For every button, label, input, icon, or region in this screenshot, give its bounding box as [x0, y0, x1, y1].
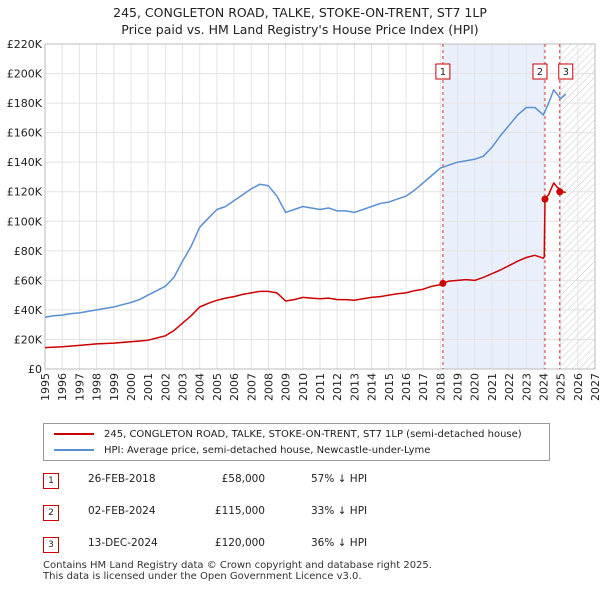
hpi-series-line	[45, 89, 567, 319]
y-tick-label: £40K	[14, 304, 43, 317]
x-tick-label: 2025	[555, 373, 568, 401]
transaction-price: £58,000	[221, 473, 265, 485]
transaction-price: £120,000	[214, 537, 265, 549]
transaction-hpi-diff: 33% ↓ HPI	[311, 505, 368, 517]
transaction-number-badge: 1	[43, 473, 59, 489]
x-tick-label: 2024	[537, 373, 550, 401]
sale-point-1	[439, 279, 447, 287]
y-tick-label: £100K	[7, 215, 43, 228]
transaction-number-badge: 3	[43, 537, 59, 553]
x-tick-label: 2026	[572, 373, 585, 401]
x-tick-label: 2004	[194, 373, 207, 401]
x-tick-label: 2017	[417, 373, 430, 401]
x-tick-label: 2007	[245, 373, 258, 401]
y-tick-label: £160K	[7, 127, 43, 140]
x-tick-label: 2006	[228, 373, 241, 401]
x-tick-label: 2020	[469, 373, 482, 401]
marker-2-box	[532, 63, 548, 80]
x-tick-label: 2009	[280, 373, 293, 401]
x-tick-label: 2022	[503, 373, 516, 401]
x-tick-label: 2014	[366, 373, 379, 401]
transaction-date: 13-DEC-2024	[88, 537, 158, 549]
footer-licence: This data is licensed under the Open Gov…	[43, 571, 362, 582]
x-tick-label: 2012	[331, 373, 344, 401]
x-tick-label: 1998	[91, 373, 104, 401]
x-tick-label: 1996	[56, 373, 69, 401]
y-tick-label: £60K	[14, 274, 43, 287]
transaction-hpi-diff: 57% ↓ HPI	[311, 473, 368, 485]
legend-swatch-hpi	[54, 449, 94, 451]
x-tick-label: 1997	[73, 373, 86, 401]
marker-3-box	[558, 63, 574, 80]
y-tick-label: £0	[28, 363, 42, 376]
sale-point-2	[541, 195, 549, 203]
x-tick-label: 2023	[520, 373, 533, 401]
x-tick-label: 2021	[486, 373, 499, 401]
x-tick-label: 2018	[434, 373, 447, 401]
x-tick-label: 2005	[211, 373, 224, 401]
transaction-date: 26-FEB-2018	[88, 473, 156, 485]
y-tick-label: £200K	[7, 68, 43, 81]
x-tick-label: 2013	[348, 373, 361, 401]
x-tick-label: 2001	[142, 373, 155, 401]
y-tick-label: £20K	[14, 333, 43, 346]
legend-label-hpi: HPI: Average price, semi-detached house,…	[104, 445, 431, 456]
x-tick-label: 2010	[297, 373, 310, 401]
legend-swatch-property	[54, 433, 94, 435]
x-tick-label: 2003	[177, 373, 190, 401]
y-tick-label: £220K	[7, 38, 43, 51]
marker-1-box	[435, 63, 451, 80]
transaction-hpi-diff: 36% ↓ HPI	[311, 537, 368, 549]
marker-1-label: 1	[440, 67, 446, 78]
footer-copyright: Contains HM Land Registry data © Crown c…	[43, 560, 432, 571]
x-tick-label: 2011	[314, 373, 327, 401]
sale-point-3	[556, 188, 564, 196]
transaction-date: 02-FEB-2024	[88, 505, 156, 517]
legend-item-property: 245, CONGLETON ROAD, TALKE, STOKE-ON-TRE…	[54, 427, 522, 443]
x-tick-label: 2027	[589, 373, 600, 401]
shaded-ownership-region	[442, 44, 545, 369]
x-tick-label: 1995	[39, 373, 52, 401]
y-tick-label: £120K	[7, 186, 43, 199]
y-tick-label: £180K	[7, 97, 43, 110]
marker-2-label: 2	[537, 67, 543, 78]
x-tick-label: 2019	[452, 373, 465, 401]
legend-label-property: 245, CONGLETON ROAD, TALKE, STOKE-ON-TRE…	[104, 429, 522, 440]
x-tick-label: 2008	[262, 373, 275, 401]
transaction-number-badge: 2	[43, 505, 59, 521]
x-tick-label: 2015	[383, 373, 396, 401]
x-tick-label: 2000	[125, 373, 138, 401]
chart-title: 245, CONGLETON ROAD, TALKE, STOKE-ON-TRE…	[0, 4, 600, 38]
transaction-row: 2 02-FEB-2024 £115,000 33% ↓ HPI	[43, 502, 463, 534]
transactions-table: 1 26-FEB-2018 £58,000 57% ↓ HPI 2 02-FEB…	[43, 470, 463, 566]
x-tick-label: 1999	[108, 373, 121, 401]
title-line-2: Price paid vs. HM Land Registry's House …	[121, 22, 479, 37]
marker-3-label: 3	[563, 67, 569, 78]
legend-item-hpi: HPI: Average price, semi-detached house,…	[54, 443, 430, 459]
transaction-row: 3 13-DEC-2024 £120,000 36% ↓ HPI	[43, 534, 463, 566]
legend: 245, CONGLETON ROAD, TALKE, STOKE-ON-TRE…	[43, 423, 550, 461]
y-tick-label: £140K	[7, 156, 43, 169]
title-line-1: 245, CONGLETON ROAD, TALKE, STOKE-ON-TRE…	[113, 5, 487, 20]
price-chart: £0 £20K £40K £60K £80K £100K £120K £140K £160K £1…	[7, 38, 600, 401]
transaction-price: £115,000	[214, 505, 265, 517]
property-series-line	[45, 182, 566, 349]
x-tick-label: 2016	[400, 373, 413, 401]
y-tick-label: £80K	[14, 245, 43, 258]
plot-border	[44, 43, 596, 370]
transaction-row: 1 26-FEB-2018 £58,000 57% ↓ HPI	[43, 470, 463, 502]
footer: Contains HM Land Registry data © Crown c…	[43, 560, 432, 582]
x-tick-label: 2002	[159, 373, 172, 401]
